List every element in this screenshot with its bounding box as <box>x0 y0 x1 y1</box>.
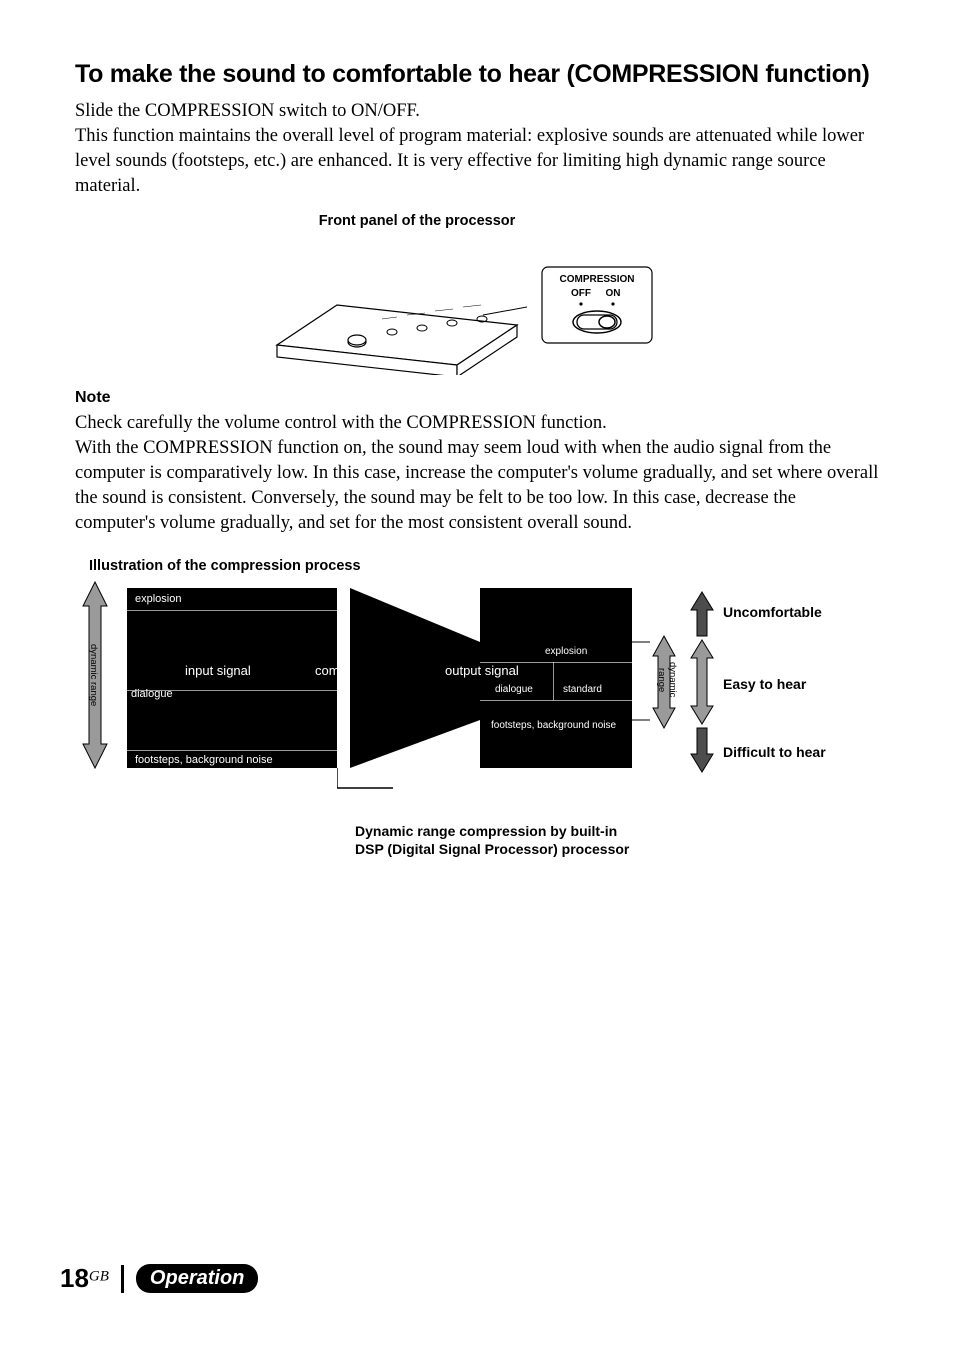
standard-label: standard <box>563 684 602 695</box>
arrow-difficult <box>689 726 715 774</box>
input-block <box>127 588 337 768</box>
page-title: To make the sound to comfortable to hear… <box>75 60 879 89</box>
processor-box-illustration <box>257 235 527 375</box>
dynamic-range-label-left: dynamic range <box>88 640 99 710</box>
illustration-caption: Illustration of the compression process <box>89 558 879 574</box>
arrow-easy-to-hear <box>689 638 715 726</box>
section-badge: Operation <box>136 1264 258 1293</box>
dsp-leader <box>337 768 657 818</box>
dialogue-right: dialogue <box>495 684 533 695</box>
note-line-2: With the COMPRESSION function on, the so… <box>75 436 879 536</box>
dsp-caption-line2: DSP (Digital Signal Processor) processor <box>355 841 629 857</box>
compression-diagram: dynamic range explosion dialogue footste… <box>75 580 879 830</box>
arrow-uncomfortable <box>689 590 715 638</box>
output-block-container <box>350 588 632 768</box>
footer: 18GB Operation <box>60 1263 258 1294</box>
note-heading: Note <box>75 389 879 407</box>
front-panel-figure: COMPRESSION OFF ON <box>257 235 697 375</box>
footsteps-right: footsteps, background noise <box>491 720 616 731</box>
uncomfortable-label: Uncomfortable <box>723 604 822 620</box>
explosion-right: explosion <box>545 646 587 657</box>
on-label: ON <box>606 288 621 299</box>
dialogue-left: dialogue <box>131 688 173 700</box>
compression-label: COMPRESSION <box>559 274 634 285</box>
intro-line-1: Slide the COMPRESSION switch to ON/OFF. <box>75 99 879 124</box>
dynamic-range-label-right: dynamic range <box>656 650 678 710</box>
input-signal-label: input signal <box>185 663 251 678</box>
intro-line-2: This function maintains the overall leve… <box>75 124 879 199</box>
front-panel-caption: Front panel of the processor <box>0 213 879 229</box>
note-line-1: Check carefully the volume control with … <box>75 411 879 436</box>
footer-divider <box>121 1265 124 1293</box>
easy-to-hear-label: Easy to hear <box>723 676 806 692</box>
output-signal-label: output signal <box>445 663 519 678</box>
footsteps-left: footsteps, background noise <box>135 754 273 766</box>
compression-callout: COMPRESSION OFF ON <box>541 266 653 344</box>
gb-suffix: GB <box>89 1269 109 1285</box>
off-label: OFF <box>571 288 591 299</box>
explosion-left: explosion <box>135 593 181 605</box>
difficult-label: Difficult to hear <box>723 744 826 760</box>
page-number: 18 <box>60 1263 89 1293</box>
